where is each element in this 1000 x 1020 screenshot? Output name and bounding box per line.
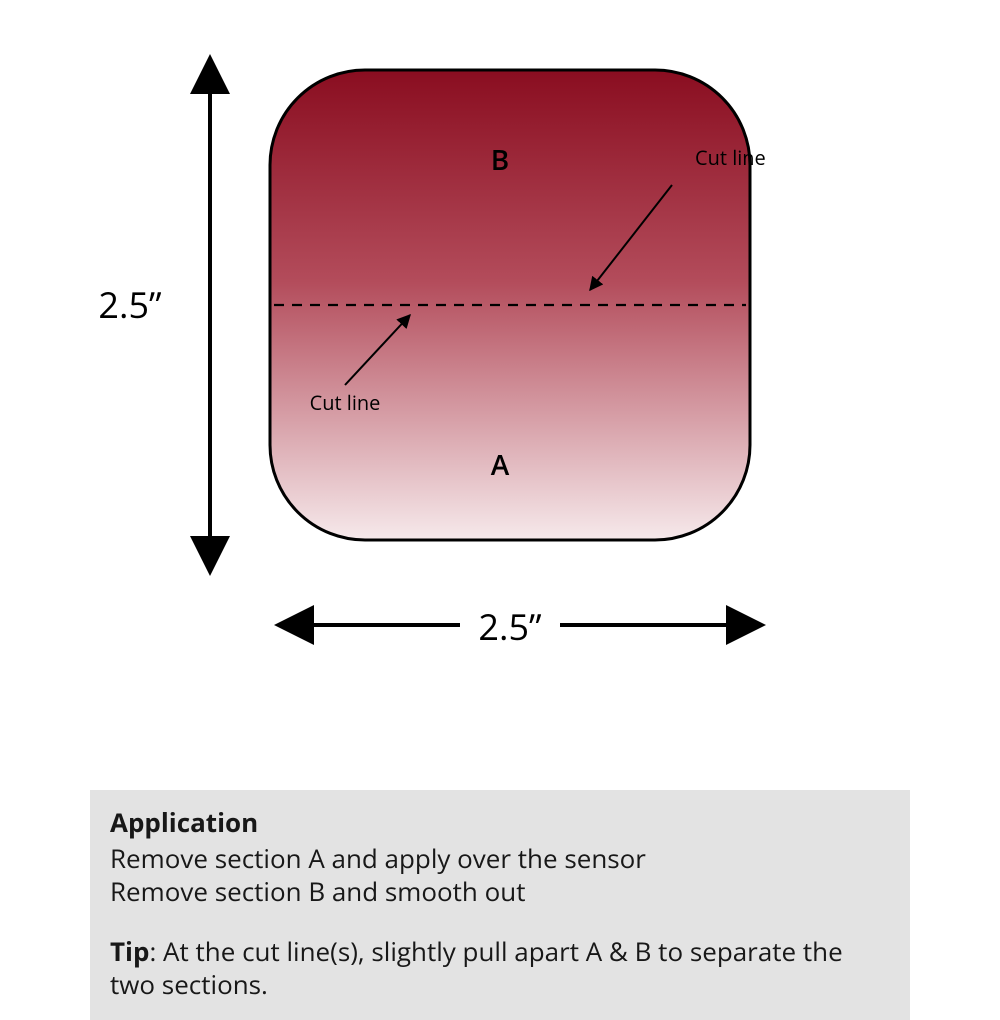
tip-text: : At the cut line(s), slightly pull apar… — [110, 933, 843, 1002]
instructions-heading: Application — [110, 804, 890, 840]
instruction-step-2: Remove section B and smooth out — [110, 875, 890, 908]
vertical-dimension-label: 2.5” — [98, 280, 162, 329]
instruction-tip: Tip: At the cut line(s), slightly pull a… — [110, 935, 890, 1000]
section-a-label: A — [491, 446, 510, 484]
horizontal-dimension-label: 2.5” — [478, 602, 542, 651]
tip-label: Tip — [110, 933, 149, 969]
section-b-label: B — [491, 141, 509, 179]
cut-line-callout-lower: Cut line — [310, 389, 381, 416]
dimension-diagram: B A Cut line Cut line 2.5” 2.5” — [0, 0, 1000, 760]
cut-line-callout-upper: Cut line — [695, 144, 766, 171]
instruction-step-1: Remove section A and apply over the sens… — [110, 842, 890, 875]
instructions-panel: Application Remove section A and apply o… — [90, 790, 910, 1020]
diagram-container: B A Cut line Cut line 2.5” 2.5” Applicat… — [0, 0, 1000, 1000]
